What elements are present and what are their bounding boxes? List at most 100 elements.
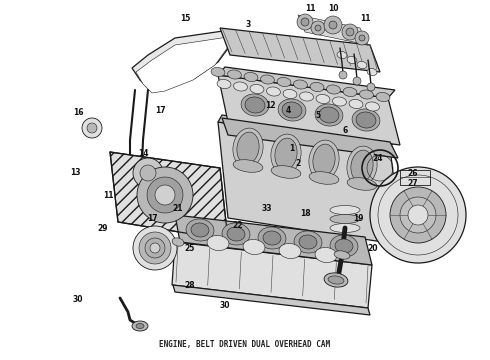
Polygon shape <box>218 122 402 245</box>
Ellipse shape <box>241 94 269 116</box>
Ellipse shape <box>357 62 367 68</box>
Polygon shape <box>136 37 233 93</box>
Ellipse shape <box>352 109 380 131</box>
Polygon shape <box>218 115 395 148</box>
Circle shape <box>137 167 193 223</box>
Text: 11: 11 <box>305 4 315 13</box>
Ellipse shape <box>299 92 314 101</box>
Ellipse shape <box>245 97 265 113</box>
Text: 12: 12 <box>265 100 275 109</box>
Ellipse shape <box>172 238 184 246</box>
Circle shape <box>82 118 102 138</box>
Circle shape <box>342 24 358 40</box>
Text: 30: 30 <box>73 296 83 305</box>
Ellipse shape <box>333 97 346 106</box>
Circle shape <box>133 226 177 270</box>
Circle shape <box>139 232 171 264</box>
Text: 24: 24 <box>373 153 383 162</box>
Ellipse shape <box>271 166 301 178</box>
Ellipse shape <box>244 72 258 82</box>
Polygon shape <box>220 28 380 72</box>
Ellipse shape <box>347 178 377 190</box>
Ellipse shape <box>222 223 250 245</box>
Text: 10: 10 <box>328 4 338 13</box>
Circle shape <box>400 197 436 233</box>
Ellipse shape <box>191 223 209 237</box>
Polygon shape <box>218 67 395 98</box>
Ellipse shape <box>315 104 343 126</box>
Polygon shape <box>222 118 398 158</box>
Text: 18: 18 <box>300 208 310 217</box>
Polygon shape <box>218 75 400 145</box>
Ellipse shape <box>227 70 242 79</box>
Ellipse shape <box>207 235 229 251</box>
Ellipse shape <box>275 138 297 170</box>
Ellipse shape <box>243 239 265 255</box>
Text: 15: 15 <box>180 14 190 23</box>
Circle shape <box>147 177 183 213</box>
Ellipse shape <box>330 235 358 257</box>
Ellipse shape <box>217 80 231 89</box>
Circle shape <box>297 14 313 30</box>
Ellipse shape <box>330 206 360 215</box>
Text: 6: 6 <box>343 126 347 135</box>
Ellipse shape <box>283 89 297 99</box>
Text: 22: 22 <box>233 220 243 230</box>
Ellipse shape <box>349 99 363 109</box>
Polygon shape <box>175 215 372 265</box>
Circle shape <box>301 18 309 26</box>
Ellipse shape <box>271 134 301 174</box>
Ellipse shape <box>315 247 337 262</box>
Ellipse shape <box>313 144 335 176</box>
Circle shape <box>324 16 342 34</box>
Ellipse shape <box>136 324 144 328</box>
Text: 27: 27 <box>408 179 418 188</box>
Ellipse shape <box>334 251 350 259</box>
Ellipse shape <box>309 140 339 180</box>
Ellipse shape <box>294 80 307 89</box>
Ellipse shape <box>299 235 317 249</box>
Ellipse shape <box>258 227 286 249</box>
Ellipse shape <box>347 57 357 64</box>
Text: 29: 29 <box>98 224 108 233</box>
Ellipse shape <box>335 239 353 253</box>
Text: 2: 2 <box>295 158 301 167</box>
Polygon shape <box>172 242 372 308</box>
Ellipse shape <box>282 102 302 118</box>
Text: 25: 25 <box>185 243 195 252</box>
Polygon shape <box>400 170 430 185</box>
Ellipse shape <box>309 172 339 184</box>
Circle shape <box>155 185 175 205</box>
Circle shape <box>339 71 347 79</box>
Text: 19: 19 <box>353 213 363 222</box>
Text: 28: 28 <box>185 280 196 289</box>
Ellipse shape <box>261 75 274 84</box>
Text: ENGINE, BELT DRIVEN DUAL OVERHEAD CAM: ENGINE, BELT DRIVEN DUAL OVERHEAD CAM <box>159 341 331 350</box>
Circle shape <box>87 123 97 133</box>
Ellipse shape <box>279 243 301 258</box>
Ellipse shape <box>351 150 373 182</box>
Polygon shape <box>110 152 228 240</box>
Ellipse shape <box>328 276 344 284</box>
Circle shape <box>150 243 160 253</box>
Ellipse shape <box>367 68 377 76</box>
Ellipse shape <box>366 102 379 111</box>
Ellipse shape <box>233 128 263 168</box>
Circle shape <box>359 35 365 41</box>
Circle shape <box>315 25 321 31</box>
Ellipse shape <box>360 90 373 99</box>
Text: 11: 11 <box>360 14 370 23</box>
Ellipse shape <box>330 224 360 233</box>
Circle shape <box>140 165 156 181</box>
Ellipse shape <box>324 273 348 287</box>
Ellipse shape <box>337 51 347 59</box>
Circle shape <box>329 21 337 29</box>
Ellipse shape <box>227 227 245 241</box>
Ellipse shape <box>267 87 280 96</box>
Text: 17: 17 <box>155 105 165 114</box>
Ellipse shape <box>356 112 376 128</box>
Ellipse shape <box>347 146 377 186</box>
Text: 26: 26 <box>408 168 418 177</box>
Text: 5: 5 <box>316 111 320 120</box>
Circle shape <box>353 77 361 85</box>
